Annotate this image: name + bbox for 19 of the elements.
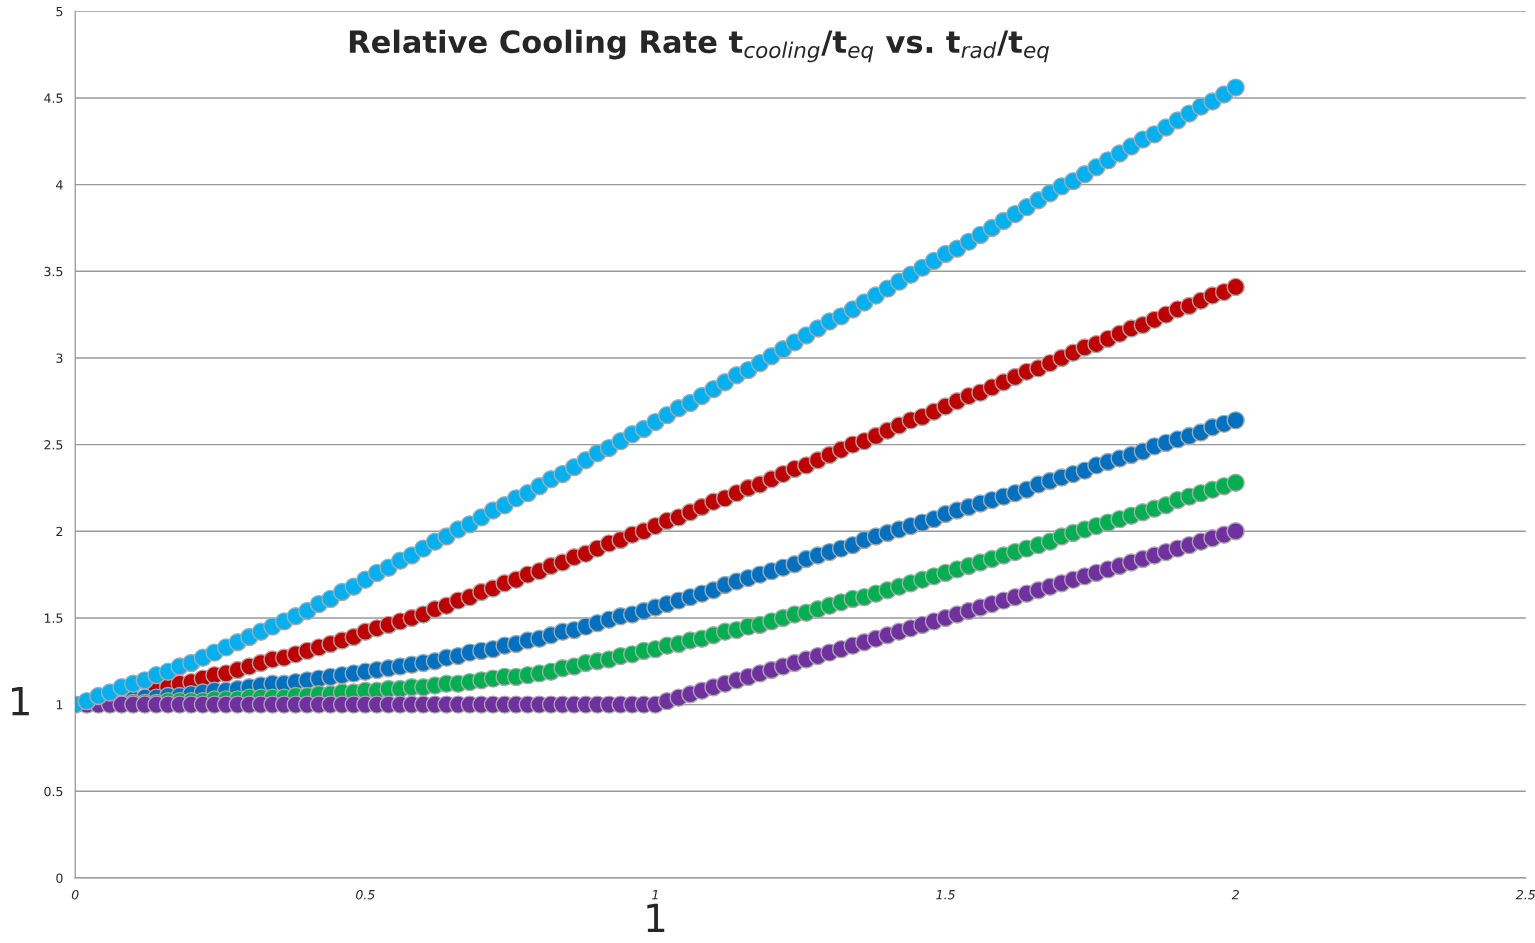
y-tick-label: 3.5 [44,266,63,277]
x-tick-label: 2.5 [1515,889,1535,900]
y-tick-label: 2 [56,526,63,537]
x-tick-label: 2 [1231,889,1239,900]
text: Relative Cooling Rate t$_{cooling}$/t$_{eq}$ vs. t$_{rad}$/t$_{eq}$ [349,29,1050,63]
y-tick-label: 0.5 [44,786,63,797]
x-tick-label: 1 [652,890,658,900]
y-tick-label: 5 [56,6,63,17]
y-tick-label: 0 [56,873,63,883]
text: 1 [11,686,29,716]
y-tick-label: 1.5 [44,613,63,623]
x-tick-label: 0.5 [356,889,375,900]
y-tick-label: 3 [56,353,63,363]
x-tick-label: 1.5 [936,890,955,900]
y-tick-label: 4.5 [44,93,63,103]
y-tick-label: 2.5 [44,440,63,450]
y-tick-label: 4 [56,180,63,190]
x-tick-label: 0 [71,889,79,900]
y-tick-label: 1 [56,700,63,710]
